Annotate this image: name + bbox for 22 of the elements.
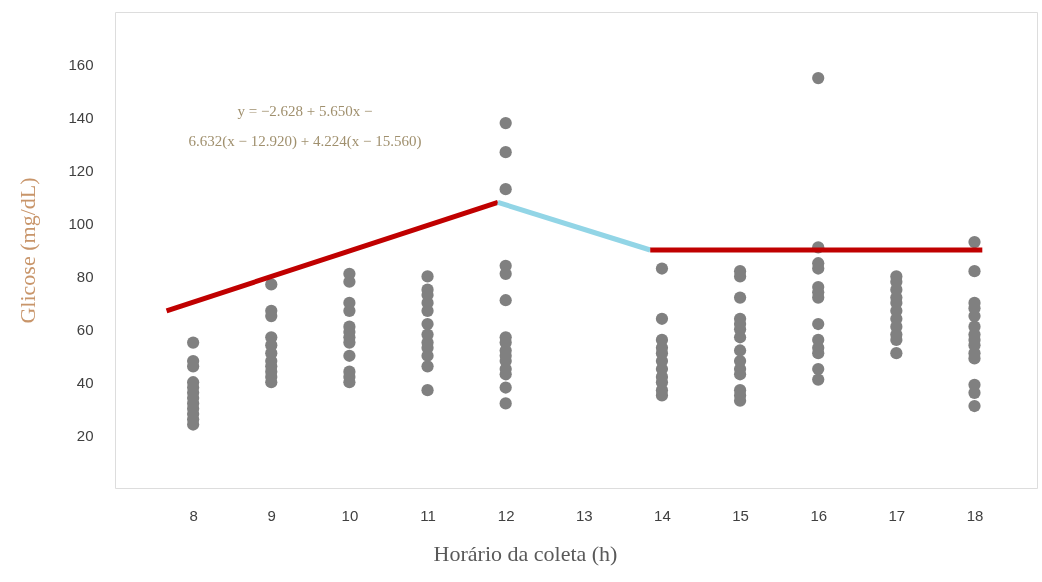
y-tick-label: 140 <box>68 109 94 127</box>
annotation: y = −2.628 + 5.650x − 6.632(x − 12.920) + 4.224(x − 15.560) <box>188 103 422 150</box>
y-tick-label: 100 <box>68 215 94 233</box>
x-tick-label: 15 <box>732 506 749 524</box>
y-tick-label: 20 <box>76 426 94 444</box>
x-tick-label: 10 <box>341 506 359 524</box>
x-tick-label: 13 <box>575 506 593 524</box>
x-tick-label: 11 <box>420 506 436 524</box>
x-tick-label: 12 <box>497 506 515 524</box>
y-tick-label: 120 <box>68 162 94 180</box>
x-axis-title: Horário da coleta (h) <box>433 540 618 566</box>
y-tick-label: 60 <box>76 320 94 338</box>
y-tick-label: 80 <box>76 267 94 285</box>
x-tick-label: 18 <box>966 506 984 524</box>
x-tick-label: 17 <box>888 506 906 524</box>
y-axis-title: Glicose (mg/dL) <box>15 177 41 324</box>
x-tick-label: 8 <box>189 506 198 524</box>
y-tick-label: 160 <box>68 56 94 74</box>
x-tick-label: 9 <box>267 506 276 524</box>
x-tick-label: 14 <box>654 506 671 524</box>
x-tick-label: 16 <box>810 506 828 524</box>
y-tick-label: 40 <box>76 373 94 391</box>
